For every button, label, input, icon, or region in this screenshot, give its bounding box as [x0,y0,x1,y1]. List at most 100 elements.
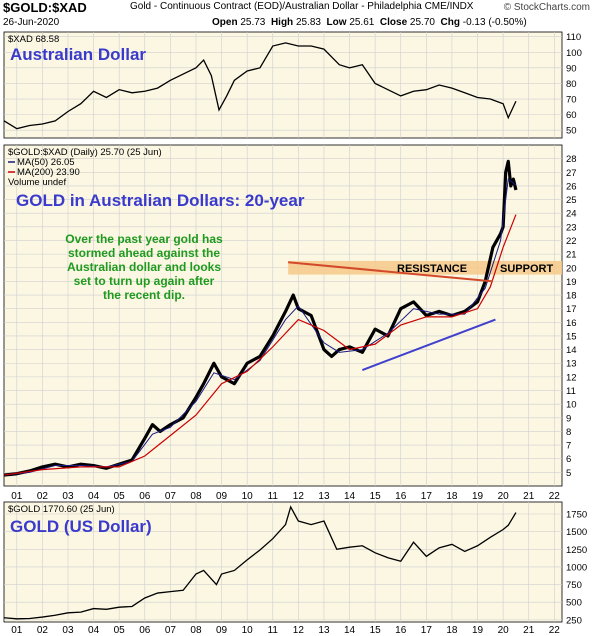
support-label: SUPPORT [500,263,553,275]
y-tick-label: 16 [566,318,577,329]
high-label: High [270,17,294,28]
x-tick-label-bottom: 09 [216,625,228,636]
x-tick-label-bottom: 02 [37,625,49,636]
x-tick-label: 14 [344,491,356,502]
x-tick-label: 12 [293,491,305,502]
y-tick-label: 11 [566,386,576,397]
y-tick-label: 6 [566,454,571,465]
y-tick-label: 1250 [566,545,587,556]
x-tick-label-bottom: 19 [472,625,484,636]
y-tick-label: 1500 [566,527,587,538]
x-tick-label-bottom: 14 [344,625,356,636]
xad-price-line [3,42,517,130]
x-tick-label: 02 [37,491,49,502]
y-tick-label: 14 [566,345,577,356]
x-tick-label-bottom: 05 [114,625,126,636]
x-tick-label-bottom: 13 [318,625,330,636]
y-tick-label: 12 [566,372,577,383]
y-tick-label: 28 [566,154,577,165]
open-value: 25.73 [240,17,266,28]
annotation-line: Over the past year gold has [65,232,223,246]
xad-title: Australian Dollar [10,45,146,64]
x-tick-label: 13 [318,491,330,502]
y-tick-label: 7 [566,441,571,452]
gold-usd-legend: $GOLD 1770.60 (25 Jun) [8,504,115,515]
annotation-line: Australian dollar and looks [67,260,221,274]
y-tick-label: 18 [566,291,577,302]
y-tick-label: 10 [566,400,577,411]
x-tick-label: 06 [139,491,151,502]
y-tick-label: 27 [566,168,577,179]
y-tick-label: 80 [566,79,577,90]
x-tick-label-bottom: 12 [293,625,305,636]
y-tick-label: 70 [566,95,577,106]
x-tick-label: 22 [549,491,561,502]
y-tick-label: 750 [566,580,582,591]
y-tick-label: 110 [566,32,581,43]
x-tick-label: 04 [88,491,100,502]
x-tick-label: 08 [190,491,202,502]
x-tick-label: 18 [446,491,458,502]
y-tick-label: 15 [566,331,577,342]
gold-xad-legend: $GOLD:$XAD (Daily) 25.70 (25 Jun) [8,147,162,158]
annotation-line: stormed ahead against the [68,246,220,260]
support-band [288,260,562,275]
chart-header-bottom: 26-Jun-2020 Open 25.73 High 25.83 Low 25… [0,16,594,30]
low-value: 25.61 [349,17,375,28]
y-tick-label: 23 [566,222,577,233]
x-tick-label-bottom: 01 [11,625,23,636]
y-tick-label: 60 [566,110,577,121]
x-tick-label: 15 [370,491,382,502]
y-tick-label: 250 [566,615,582,626]
x-tick-label-bottom: 08 [190,625,202,636]
volume-legend: Volume undef [8,177,66,188]
x-tick-label-bottom: 06 [139,625,151,636]
y-tick-label: 9 [566,413,571,424]
close-value: 25.70 [409,17,435,28]
x-tick-label: 01 [11,491,23,502]
x-tick-label-bottom: 22 [549,625,561,636]
high-value: 25.83 [295,17,321,28]
x-tick-label-bottom: 03 [62,625,74,636]
ma200-legend: MA(200) 23.90 [17,167,80,178]
x-tick-label: 09 [216,491,228,502]
y-tick-label: 13 [566,359,577,370]
low-label: Low [326,17,347,28]
x-tick-label-bottom: 15 [370,625,382,636]
x-tick-label-bottom: 17 [421,625,433,636]
symbol-label: $GOLD:$XAD [3,0,87,15]
annotation-line: set to turn up again after [74,274,215,288]
x-tick-label: 11 [268,491,279,502]
x-tick-label-bottom: 16 [395,625,407,636]
x-tick-label: 21 [523,491,535,502]
x-tick-label-bottom: 21 [523,625,535,636]
y-tick-label: 500 [566,598,582,609]
x-tick-label: 17 [421,491,433,502]
y-tick-label: 50 [566,126,577,137]
ma200-line [3,214,517,476]
y-tick-label: 17 [566,304,577,315]
close-label: Close [379,17,408,28]
chg-label: Chg [440,17,460,28]
y-tick-label: 90 [566,63,577,74]
y-tick-label: 1750 [566,510,587,521]
y-tick-label: 5 [566,468,571,479]
brand-label[interactable]: © StockCharts.com [503,2,590,13]
chg-value: -0.13 (-0.50%) [462,17,527,28]
x-tick-label-bottom: 11 [268,625,279,636]
xad-panel-frame [3,31,563,139]
y-tick-label: 25 [566,195,577,206]
open-label: Open [212,17,238,28]
y-tick-label: 100 [566,48,582,59]
y-tick-label: 19 [566,277,577,288]
resistance-label: RESISTANCE [397,263,467,275]
ma50-legend: MA(50) 26.05 [17,157,75,168]
gold-usd-title: GOLD (US Dollar) [10,517,152,536]
x-tick-label: 16 [395,491,407,502]
x-tick-label: 20 [498,491,510,502]
ohlc-readout: Open 25.73 High 25.83 Low 25.61 Close 25… [212,17,527,28]
y-tick-label: 8 [566,427,571,438]
gold-xad-title: GOLD in Australian Dollars: 20-year [16,191,305,210]
x-tick-label: 10 [242,491,254,502]
